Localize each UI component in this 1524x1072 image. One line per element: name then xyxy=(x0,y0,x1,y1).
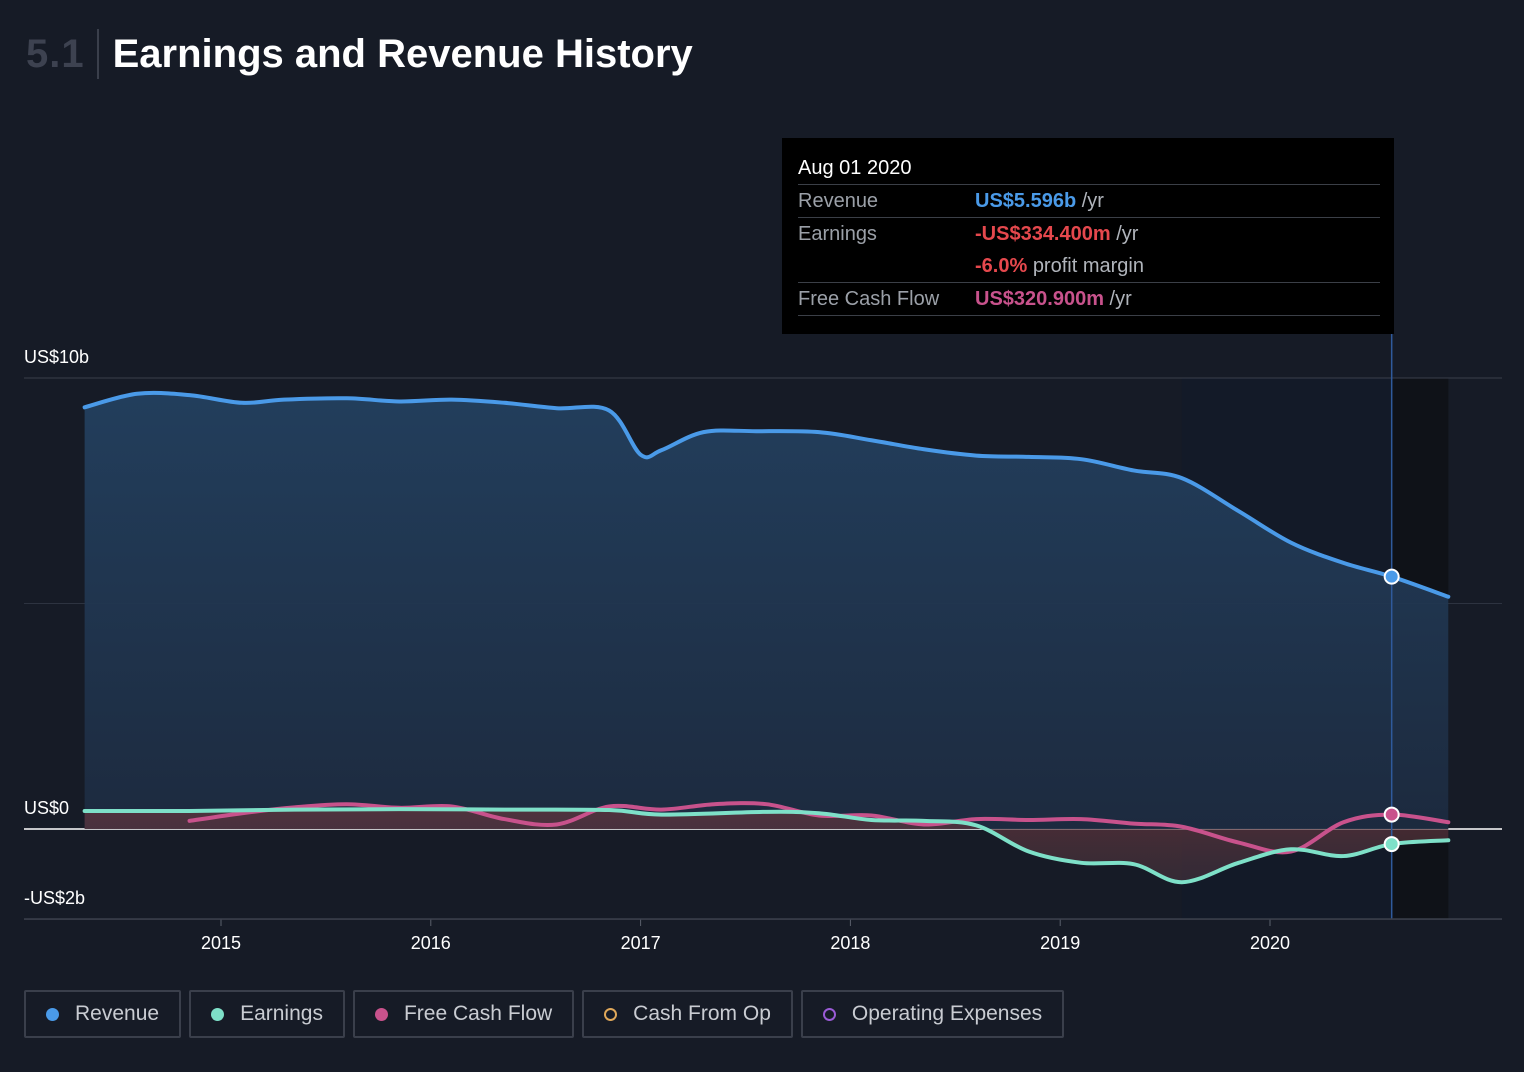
earnings-area xyxy=(84,809,1449,883)
free-cash-flow-point xyxy=(1383,806,1400,823)
legend-free-cash-flow[interactable]: Free Cash Flow xyxy=(352,990,575,1038)
x-tick-label-4: 2019 xyxy=(1040,933,1080,953)
tooltip-fcf-value: US$320.900m xyxy=(975,288,1104,310)
revenue-line xyxy=(82,390,1451,599)
legend-earnings[interactable]: Earnings xyxy=(189,990,345,1038)
x-tick-label-3: 2018 xyxy=(830,933,870,953)
cash-from-op-ring-icon xyxy=(604,1007,618,1021)
earnings-line xyxy=(82,807,1451,885)
x-tick-label-5: 2020 xyxy=(1250,933,1290,953)
tooltip-revenue-unit: /yr xyxy=(1081,190,1104,212)
free-cash-flow-dot-icon xyxy=(374,1007,388,1021)
legend-opex-label: Operating Expenses xyxy=(851,1002,1043,1025)
legend-revenue-label: Revenue xyxy=(75,1002,160,1025)
tooltip-row-revenue: Revenue US$5.596b /yr xyxy=(798,185,1380,218)
tooltip-revenue-label: Revenue xyxy=(798,190,879,212)
y-tick-label-0: US$10b xyxy=(24,347,89,367)
tooltip-margin-value: -6.0% xyxy=(975,255,1028,277)
tooltip-earnings-label: Earnings xyxy=(798,223,877,245)
earnings-revenue-chart[interactable]: US$10b US$0 -US$2b 2015 2016 2017 2018 2019 2020 xyxy=(0,0,1524,980)
tooltip-revenue-value: US$5.596b xyxy=(975,190,1077,212)
earnings-area-tint xyxy=(84,809,1449,883)
revenue-dot-icon xyxy=(46,1007,59,1021)
x-tick-label-1: 2016 xyxy=(411,933,451,953)
tooltip-earnings-value: -US$334.400m xyxy=(975,223,1111,245)
tooltip-fcf-label: Free Cash Flow xyxy=(798,288,940,310)
y-tick-label-2: -US$2b xyxy=(24,888,85,908)
legend-cfo-label: Cash From Op xyxy=(633,1002,771,1025)
tooltip-date: Aug 01 2020 xyxy=(798,152,1380,185)
y-tick-label-1: US$0 xyxy=(24,798,69,818)
tooltip-earnings-unit: /yr xyxy=(1116,223,1139,245)
tooltip-row-earnings: Earnings -US$334.400m /yr -6.0% profit m… xyxy=(798,218,1380,283)
earnings-dot-icon xyxy=(211,1007,225,1021)
chart-title: Earnings and Revenue History xyxy=(112,31,693,76)
x-tick-label-0: 2015 xyxy=(201,933,241,953)
legend-operating-expenses[interactable]: Operating Expenses xyxy=(800,990,1065,1038)
tooltip-row-fcf: Free Cash Flow US$320.900m /yr xyxy=(798,283,1380,316)
x-tick-label-2: 2017 xyxy=(621,933,661,953)
section-number: 5.1 xyxy=(26,31,85,76)
chart-tooltip: Aug 01 2020 Revenue US$5.596b /yr Earnin… xyxy=(782,138,1394,334)
legend-earnings-label: Earnings xyxy=(240,1002,323,1025)
chart-header: 5.1 Earnings and Revenue History xyxy=(26,28,693,80)
legend-revenue[interactable]: Revenue xyxy=(24,990,182,1038)
tooltip-fcf-unit: /yr xyxy=(1109,288,1132,310)
earnings-point xyxy=(1383,836,1400,853)
header-divider xyxy=(96,29,99,79)
tooltip-margin-unit: profit margin xyxy=(1032,255,1144,277)
legend-fcf-label: Free Cash Flow xyxy=(403,1002,553,1025)
revenue-area xyxy=(84,392,1449,829)
chart-legend: Revenue Earnings Free Cash Flow Cash Fro… xyxy=(24,990,1065,1038)
revenue-point xyxy=(1383,568,1400,585)
legend-cash-from-op[interactable]: Cash From Op xyxy=(582,990,793,1038)
operating-expenses-ring-icon xyxy=(822,1007,836,1021)
